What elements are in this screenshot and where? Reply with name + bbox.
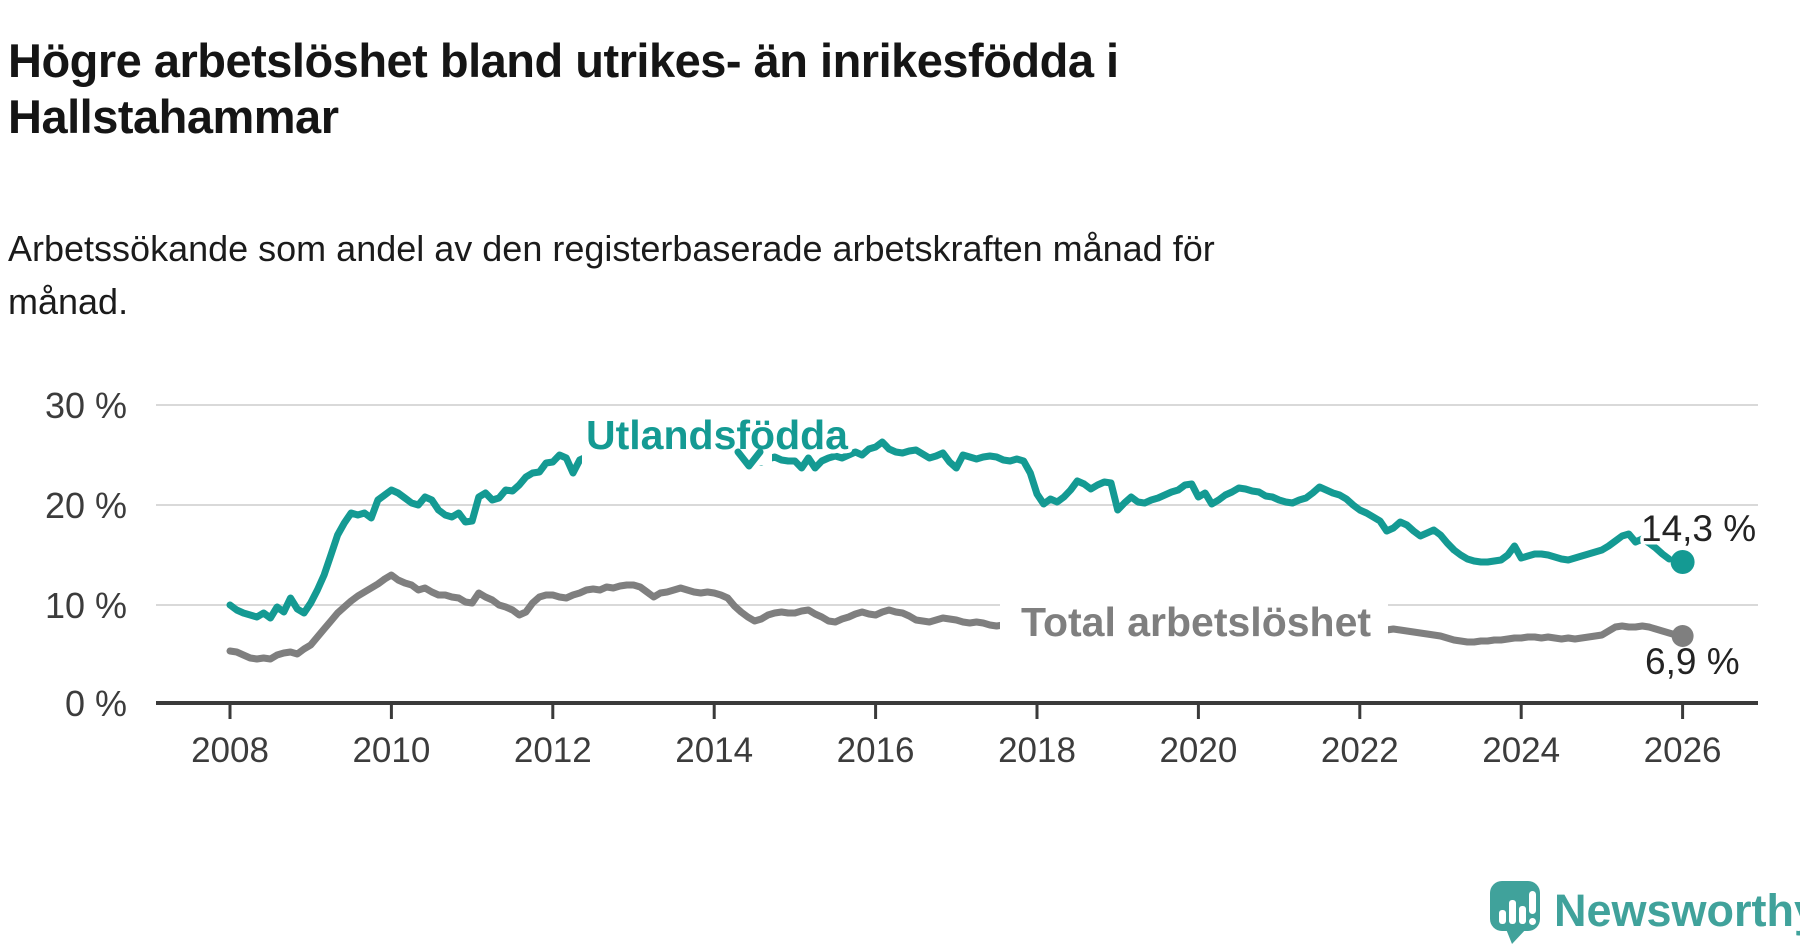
y-tick-label: 20 % — [45, 485, 127, 526]
series-pointer-arrow-icon — [734, 448, 764, 470]
x-tick-label: 2010 — [352, 731, 430, 770]
series-line-utlandsfodda — [226, 438, 1673, 622]
logo-bars-icon — [1499, 891, 1536, 925]
y-axis-labels: 30 % 20 % 10 % 0 % — [45, 385, 127, 724]
x-tick-label: 2012 — [514, 731, 592, 770]
x-axis-labels: 2008 2010 2012 2014 2016 2018 2020 2022 2024 2026 — [191, 731, 1721, 770]
y-tick-label: 0 % — [65, 683, 127, 724]
series-label-utlandsfodda: Utlandsfödda — [586, 412, 849, 458]
end-value-total: 6,9 % — [1645, 641, 1740, 682]
gridlines — [156, 404, 1758, 606]
title-line-1: Högre arbetslöshet bland utrikes- än inr… — [8, 34, 1119, 88]
end-value-utlandsfodda: 14,3 % — [1641, 508, 1756, 549]
chart-subtitle: Arbetssökande som andel av den registerb… — [8, 222, 1215, 328]
subtitle-line-1: Arbetssökande som andel av den registerb… — [8, 228, 1215, 269]
x-tick-label: 2022 — [1321, 731, 1399, 770]
newsworthy-logo-icon — [1490, 881, 1540, 944]
x-tick-label: 2018 — [998, 731, 1076, 770]
title-line-2: Hallstahammar — [8, 90, 339, 144]
y-tick-label: 10 % — [45, 585, 127, 626]
series-line-total — [226, 571, 1680, 663]
x-tick-label: 2014 — [675, 731, 753, 770]
x-tick-label: 2020 — [1159, 731, 1237, 770]
end-dot-total — [1671, 625, 1694, 647]
y-tick-label: 30 % — [45, 385, 127, 426]
x-tick-label: 2008 — [191, 731, 269, 770]
x-tick-label: 2024 — [1482, 731, 1560, 770]
label-knockout-total — [1000, 593, 1388, 650]
newsworthy-logo: Newsworthy — [1490, 881, 1800, 944]
x-tick-label: 2026 — [1644, 731, 1722, 770]
page-title: Högre arbetslöshet bland utrikes- än inr… — [8, 33, 1119, 145]
x-axis-ticks — [228, 705, 1685, 719]
subtitle-line-2: månad. — [8, 281, 129, 322]
x-tick-label: 2016 — [837, 731, 915, 770]
end-dot-utlandsfodda — [1670, 550, 1695, 574]
series-label-total: Total arbetslöshet — [1021, 599, 1371, 645]
logo-text: Newsworthy — [1554, 885, 1800, 936]
